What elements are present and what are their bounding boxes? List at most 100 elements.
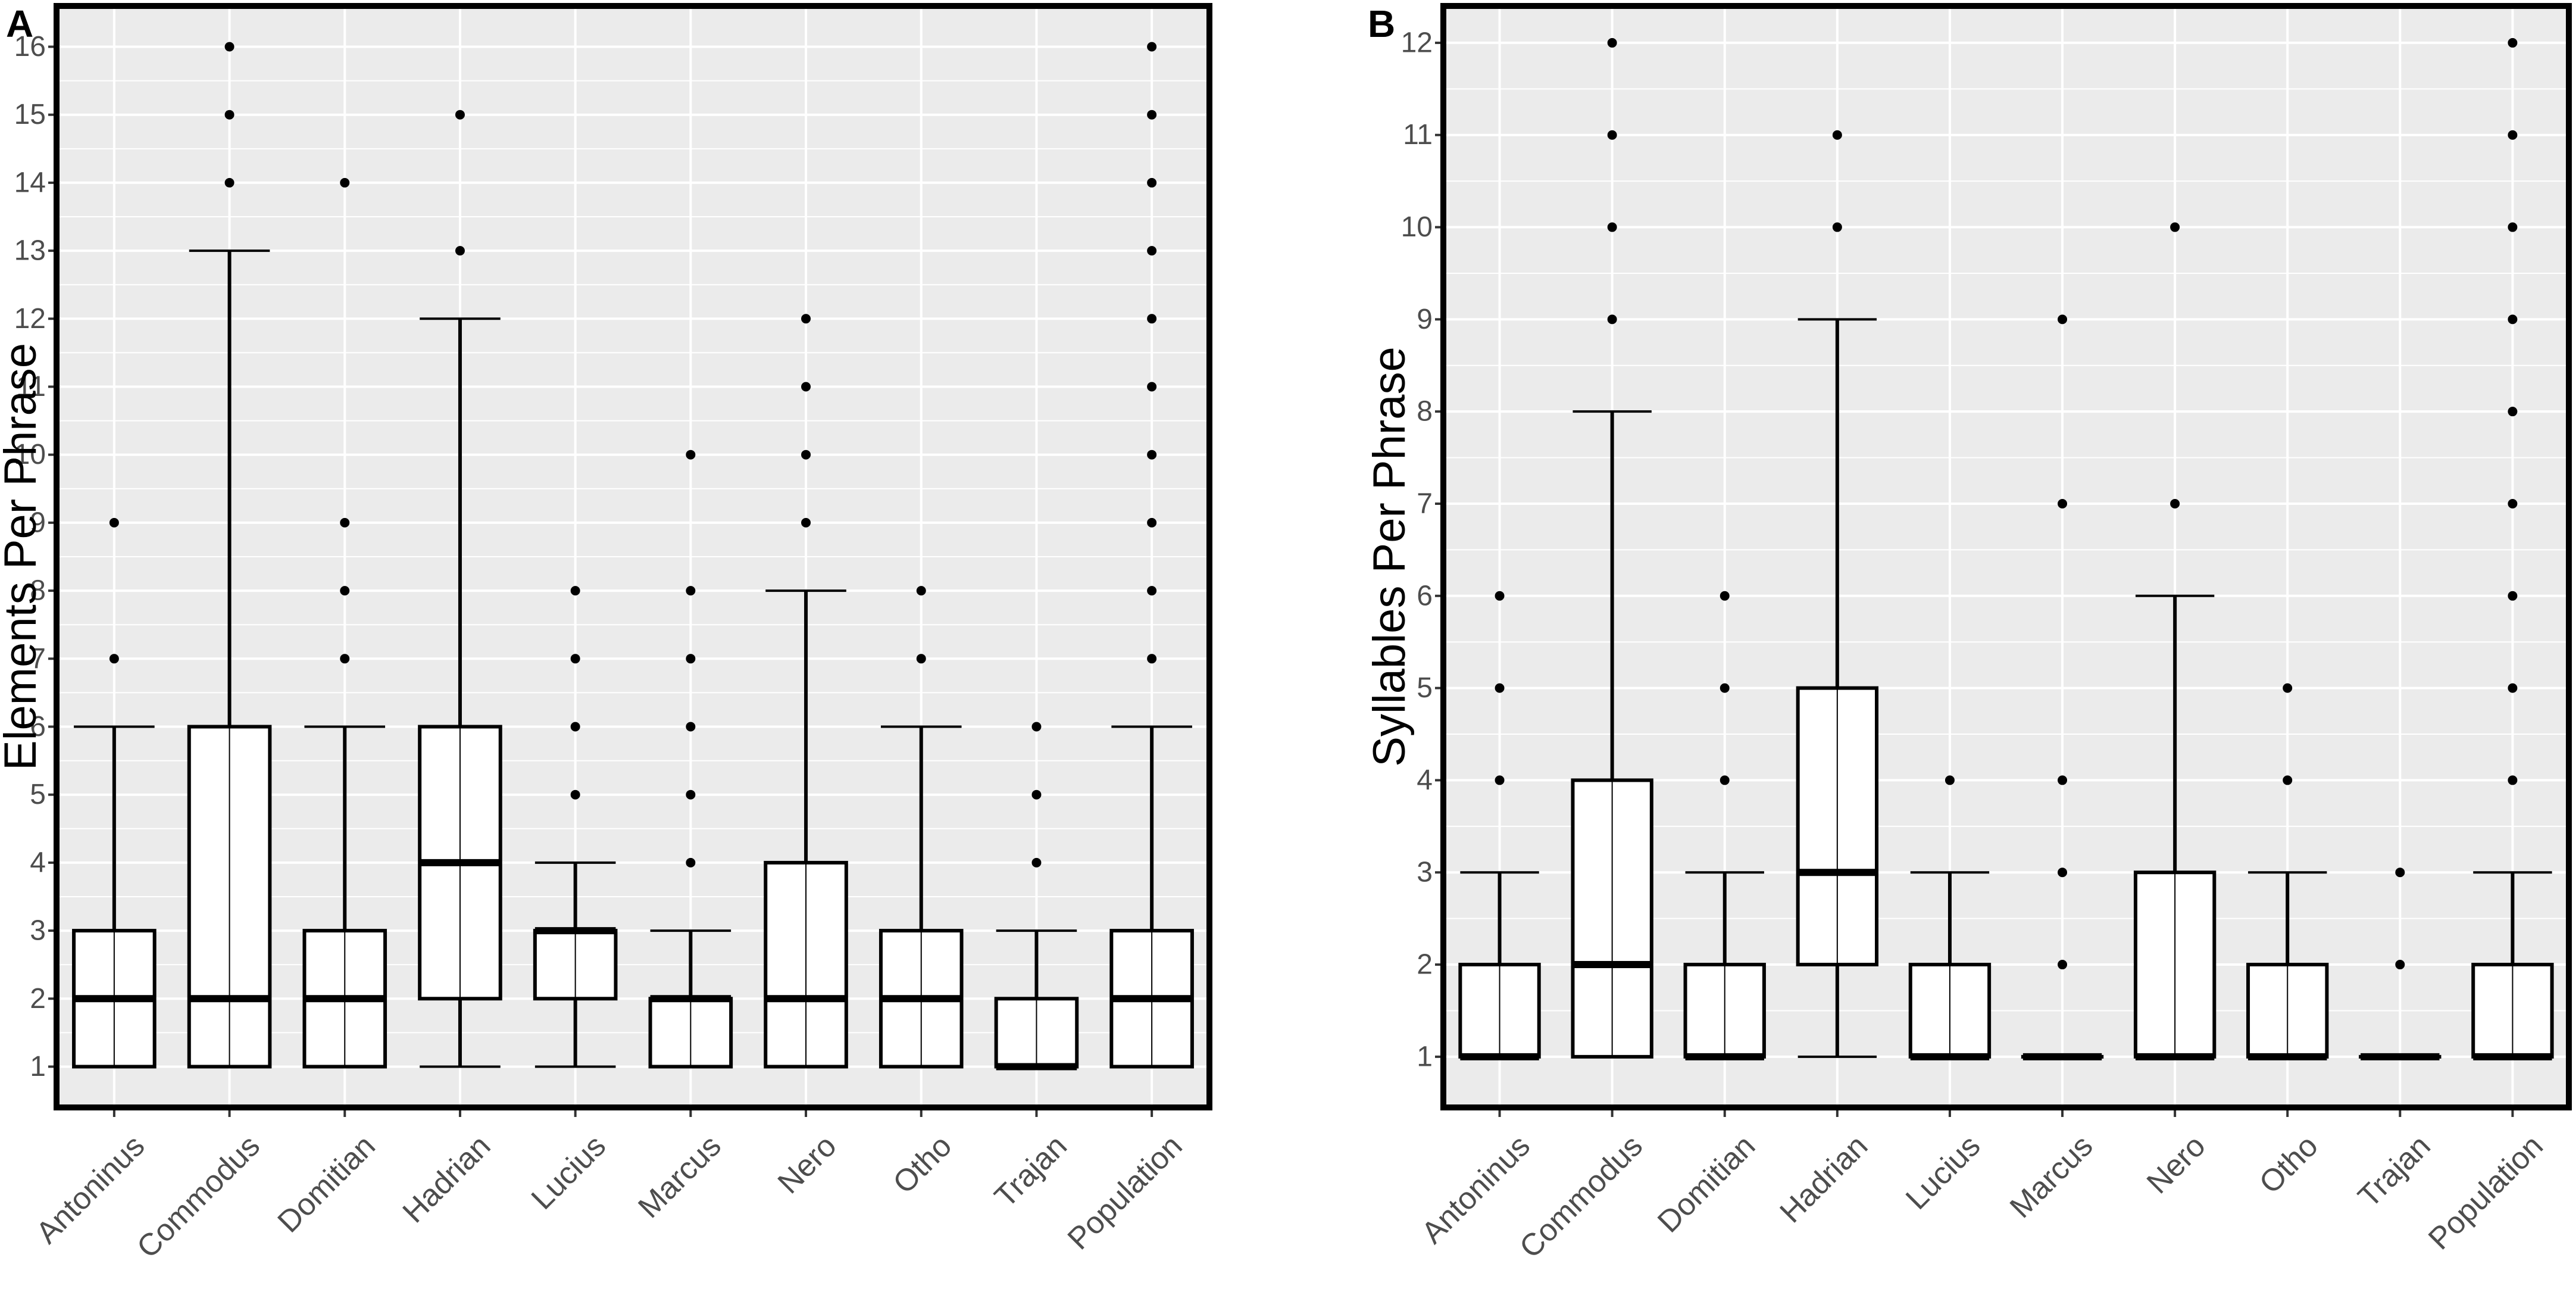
outlier-point bbox=[1832, 222, 1842, 232]
outlier-point bbox=[2508, 222, 2518, 232]
outlier-point bbox=[1832, 130, 1842, 140]
outlier-point bbox=[224, 177, 235, 188]
x-tick-label: Trajan bbox=[988, 1128, 1074, 1214]
outlier-point bbox=[1147, 314, 1157, 324]
y-tick-label: 4 bbox=[30, 847, 46, 878]
outlier-point bbox=[1720, 591, 1730, 601]
outlier-point bbox=[1031, 790, 1042, 800]
outlier-point bbox=[340, 517, 350, 528]
y-tick-label: 7 bbox=[1417, 488, 1433, 519]
panel-letter: A bbox=[6, 2, 33, 45]
outlier-point bbox=[801, 450, 811, 460]
outlier-point bbox=[801, 314, 811, 324]
outlier-point bbox=[686, 722, 696, 732]
x-tick-label: Antoninus bbox=[1415, 1128, 1537, 1250]
outlier-point bbox=[801, 517, 811, 528]
box-hadrian bbox=[1796, 130, 1879, 1058]
outlier-point bbox=[2395, 960, 2405, 970]
outlier-point bbox=[1031, 722, 1042, 732]
outlier-point bbox=[1147, 42, 1157, 52]
y-tick-label: 10 bbox=[1401, 211, 1433, 243]
outlier-point bbox=[109, 517, 119, 528]
y-tick-label: 7 bbox=[30, 643, 46, 675]
panel-letter: B bbox=[1368, 2, 1395, 45]
box-marcus bbox=[2021, 314, 2104, 1060]
outlier-point bbox=[1147, 586, 1157, 596]
box-trajan bbox=[2359, 868, 2441, 1060]
outlier-point bbox=[686, 857, 696, 868]
outlier-point bbox=[2508, 775, 2518, 785]
x-tick-label: Nero bbox=[771, 1128, 843, 1200]
outlier-point bbox=[570, 722, 580, 732]
outlier-point bbox=[570, 654, 580, 664]
y-tick-label: 5 bbox=[1417, 672, 1433, 704]
outlier-point bbox=[340, 177, 350, 188]
y-tick-label: 13 bbox=[14, 235, 46, 267]
y-tick-label: 6 bbox=[1417, 580, 1433, 611]
outlier-point bbox=[224, 42, 235, 52]
outlier-point bbox=[916, 586, 926, 596]
outlier-point bbox=[2058, 775, 2068, 785]
box-commodus bbox=[187, 42, 272, 1069]
box-nero bbox=[2133, 222, 2217, 1060]
x-tick-label: Lucius bbox=[1899, 1128, 1987, 1216]
box-marcus bbox=[648, 450, 733, 1069]
outlier-point bbox=[109, 654, 119, 664]
y-tick-label: 4 bbox=[1417, 764, 1433, 796]
outlier-point bbox=[224, 110, 235, 120]
box-antoninus bbox=[1458, 591, 1541, 1060]
outlier-point bbox=[455, 246, 465, 256]
outlier-point bbox=[2508, 591, 2518, 601]
x-tick-label: Commodus bbox=[130, 1128, 267, 1265]
outlier-point bbox=[1607, 38, 1617, 48]
outlier-point bbox=[686, 790, 696, 800]
outlier-point bbox=[686, 586, 696, 596]
box-antoninus bbox=[72, 517, 157, 1069]
x-tick-label: Marcus bbox=[2003, 1128, 2100, 1225]
x-tick-label: Lucius bbox=[525, 1128, 612, 1216]
outlier-point bbox=[1607, 130, 1617, 140]
box-otho bbox=[879, 586, 964, 1069]
x-tick-label: Commodus bbox=[1513, 1128, 1649, 1265]
y-tick-label: 3 bbox=[30, 915, 46, 947]
outlier-point bbox=[686, 450, 696, 460]
box-lucius bbox=[533, 586, 618, 1068]
box-nero bbox=[764, 314, 848, 1069]
y-tick-label: 10 bbox=[14, 439, 46, 470]
box-hadrian bbox=[418, 110, 502, 1068]
box-domitian bbox=[302, 177, 387, 1069]
outlier-point bbox=[1720, 683, 1730, 693]
outlier-point bbox=[2058, 314, 2068, 324]
outlier-point bbox=[686, 654, 696, 664]
outlier-point bbox=[1495, 775, 1505, 785]
outlier-point bbox=[1147, 246, 1157, 256]
y-tick-label: 15 bbox=[14, 99, 46, 130]
outlier-point bbox=[2508, 38, 2518, 48]
outlier-point bbox=[2508, 683, 2518, 693]
outlier-point bbox=[1147, 177, 1157, 188]
outlier-point bbox=[1495, 683, 1505, 693]
box-otho bbox=[2246, 683, 2329, 1060]
outlier-point bbox=[2283, 775, 2293, 785]
panel-border bbox=[54, 3, 1212, 1110]
y-tick-label: 11 bbox=[16, 371, 46, 402]
y-axis-title: Elements Per Phrase bbox=[0, 343, 46, 770]
x-tick-label: Antoninus bbox=[30, 1128, 152, 1250]
outlier-point bbox=[2508, 314, 2518, 324]
y-tick-label: 2 bbox=[1417, 949, 1433, 981]
outlier-point bbox=[1147, 110, 1157, 120]
outlier-point bbox=[1720, 775, 1730, 785]
box-population bbox=[2471, 38, 2554, 1060]
y-tick-label: 9 bbox=[30, 507, 46, 538]
outlier-point bbox=[1495, 591, 1505, 601]
x-tick-label: Domitian bbox=[271, 1128, 382, 1239]
outlier-point bbox=[2283, 683, 2293, 693]
outlier-point bbox=[801, 382, 811, 392]
outlier-point bbox=[570, 790, 580, 800]
x-tick-label: Population bbox=[1061, 1128, 1189, 1256]
outlier-point bbox=[340, 654, 350, 664]
outlier-point bbox=[916, 654, 926, 664]
outlier-point bbox=[340, 586, 350, 596]
